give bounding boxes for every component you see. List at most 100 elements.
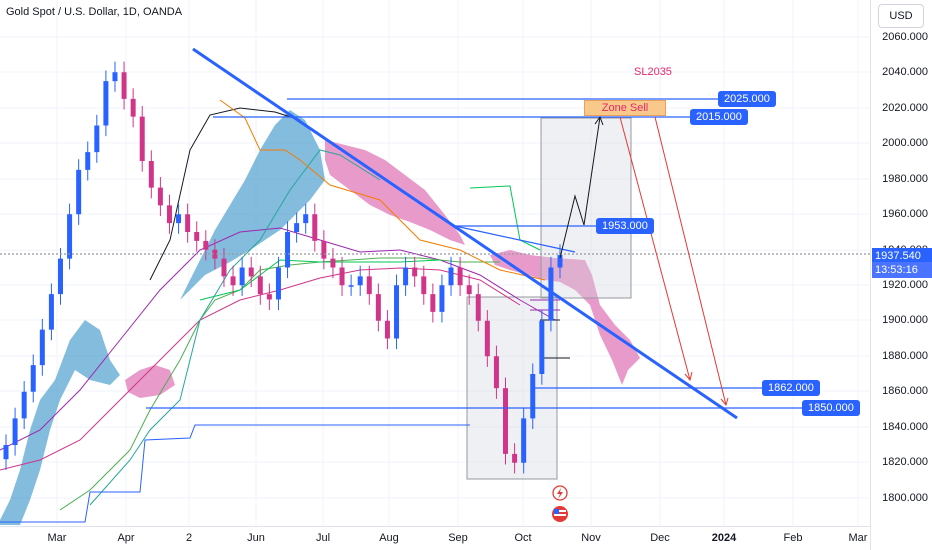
month-label: Oct: [514, 532, 532, 544]
candle-body: [466, 285, 472, 295]
candle-body: [366, 276, 372, 295]
candle-body: [303, 214, 309, 224]
candle-body: [248, 267, 254, 277]
candle-body: [421, 276, 427, 295]
month-label: Aug: [379, 532, 399, 544]
countdown-label: 13:53:16: [872, 262, 932, 278]
candle-body: [439, 285, 445, 312]
price-label: 1860.000: [882, 385, 928, 397]
candle-body: [21, 391, 27, 419]
price-label: 1980.000: [882, 173, 928, 185]
candle-body: [557, 255, 563, 268]
candle-body: [530, 374, 536, 419]
candle-body: [430, 294, 436, 312]
projection-arrow-head: [594, 115, 604, 126]
month-label: Apr: [117, 532, 135, 544]
candle-body: [203, 240, 209, 250]
candle-body: [321, 240, 327, 259]
month-label: Nov: [581, 532, 601, 544]
candle-body: [348, 285, 354, 287]
month-label: Dec: [650, 532, 670, 544]
candle-body: [139, 116, 145, 161]
candle-body: [30, 365, 36, 392]
candle-body: [194, 232, 200, 241]
candle-body: [357, 276, 363, 286]
descending-trendline[interactable]: [192, 47, 738, 420]
candle-body: [257, 276, 263, 295]
candle-body: [94, 125, 100, 153]
level-tag-2025[interactable]: 2025.000: [718, 91, 776, 107]
price-label: 2040.000: [882, 66, 928, 78]
candle-body: [185, 214, 191, 232]
level-tag-1862[interactable]: 1862.000: [762, 380, 820, 396]
symbol-title[interactable]: Gold Spot / U.S. Dollar, 1D, OANDA: [6, 6, 183, 18]
price-label: 1880.000: [882, 350, 928, 362]
candle-body: [330, 258, 336, 268]
price-label: 1800.000: [882, 492, 928, 504]
grid: [0, 0, 870, 526]
candle-body: [339, 267, 345, 286]
month-label: 2024: [711, 532, 737, 544]
currency-button[interactable]: USD: [878, 4, 924, 28]
candle-body: [103, 81, 109, 126]
lightning-event-icon[interactable]: [552, 485, 568, 501]
month-label: Feb: [783, 532, 803, 544]
candle-body: [67, 214, 73, 259]
month-label: Jul: [315, 532, 331, 544]
time-axis-divider: [0, 526, 870, 527]
candle-body: [403, 267, 409, 286]
candle-body: [176, 214, 182, 224]
candle-body: [112, 72, 118, 82]
candle-body: [166, 205, 172, 224]
price-label: 2020.000: [882, 102, 928, 114]
bearish-target-arrows: [619, 116, 729, 407]
candle-body: [548, 267, 554, 321]
current-price-label: 1937.540: [872, 248, 932, 264]
price-axis-divider: [870, 0, 871, 550]
candle-body: [475, 294, 481, 321]
level-tag-2015[interactable]: 2015.000: [690, 109, 748, 125]
candle-body: [448, 267, 454, 286]
candle-body: [285, 232, 291, 268]
secondary-trendline[interactable]: [454, 225, 576, 253]
candle-body: [85, 152, 91, 170]
candle-body: [157, 187, 163, 206]
candle-body: [57, 258, 63, 295]
candle-body: [294, 223, 300, 232]
candle-body: [221, 258, 227, 277]
candle-body: [266, 294, 272, 300]
candle-body: [130, 98, 136, 117]
us-flag-event-icon[interactable]: [552, 506, 568, 522]
candle-body: [12, 418, 18, 445]
candle-body: [230, 276, 236, 286]
candle-body: [539, 320, 545, 374]
level-tag-1850[interactable]: 1850.000: [802, 400, 860, 416]
candle-body: [312, 214, 318, 241]
candle-body: [212, 249, 218, 259]
candle-body: [484, 320, 490, 357]
price-label: 2060.000: [882, 31, 928, 43]
candle-body: [384, 320, 390, 339]
candle-body: [394, 285, 400, 339]
candle-body: [275, 267, 281, 300]
level-lines: [0, 98, 870, 409]
candle-body: [148, 161, 154, 188]
candle-body: [493, 356, 499, 389]
zone-sell-box[interactable]: Zone Sell: [584, 100, 666, 116]
candle-body: [375, 294, 381, 321]
level-tag-1953[interactable]: 1953.000: [596, 218, 654, 234]
price-label: 1960.000: [882, 208, 928, 220]
month-label: 2: [185, 532, 193, 544]
ichimoku-cloud-bull: [0, 110, 325, 525]
stop-loss-label[interactable]: SL2035: [634, 66, 672, 78]
candle-body: [76, 169, 82, 215]
price-label: 1920.000: [882, 279, 928, 291]
candle-body: [412, 267, 418, 277]
candle-body: [39, 329, 45, 366]
candlesticks: [3, 61, 563, 474]
projection-path: [559, 116, 601, 259]
candle-body: [3, 445, 9, 460]
month-label: Mar: [47, 532, 67, 544]
month-label: Mar: [848, 532, 868, 544]
